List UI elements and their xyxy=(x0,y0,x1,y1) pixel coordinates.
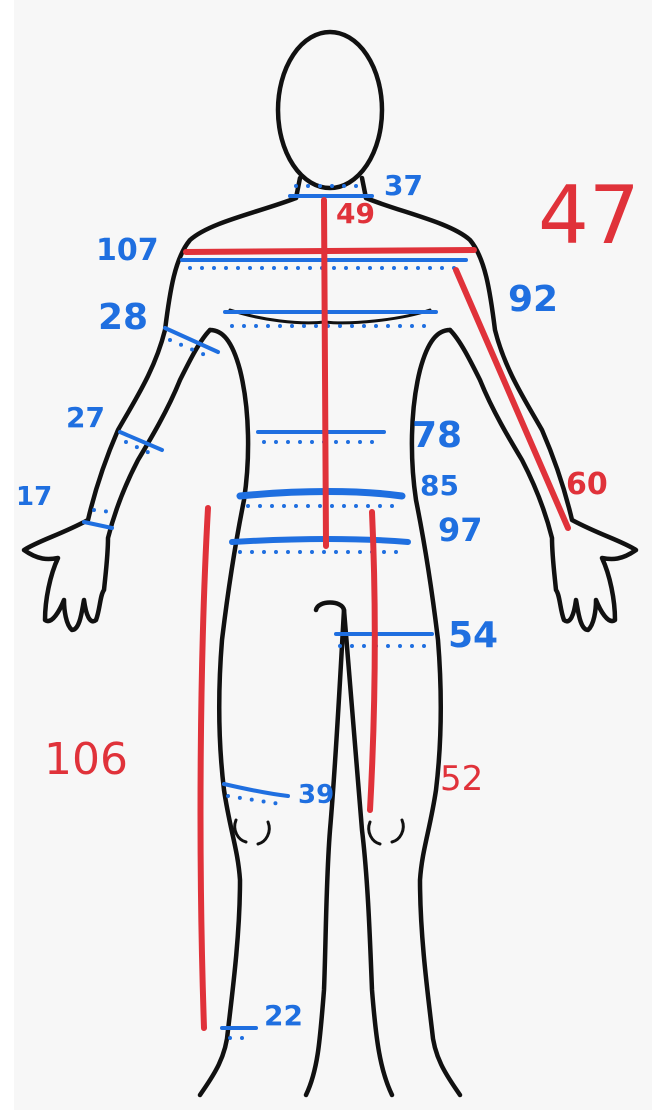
left-arm-outline xyxy=(21,195,299,633)
upper-arm-measure-dots xyxy=(168,338,214,360)
wrist-circumference-label: 17 xyxy=(16,482,53,512)
inner-leg-left-outline xyxy=(303,600,347,1098)
neck-to-waist-length-label: 49 xyxy=(336,197,375,230)
arm-length-line xyxy=(453,267,571,531)
shoulder-width-line xyxy=(183,247,477,255)
outseam-length-label: 106 xyxy=(44,734,128,785)
right-knee-mark xyxy=(390,818,405,844)
upper-arm-circumference-label: 28 xyxy=(98,297,149,338)
arm-circumference-label: 92 xyxy=(508,279,559,320)
ankle-circumference-label: 22 xyxy=(264,999,303,1032)
left-frame-edge xyxy=(0,0,14,1110)
head-outline xyxy=(275,29,385,191)
shoulder-circumference-label: 107 xyxy=(96,233,159,268)
neck-to-waist-line xyxy=(321,197,329,549)
arm-length-label: 60 xyxy=(566,467,608,502)
left-torso-leg-outline xyxy=(197,327,251,1098)
right-arm-outline xyxy=(363,195,639,633)
knee-measure-dots xyxy=(226,794,282,806)
inseam-length-label: 52 xyxy=(440,759,484,799)
neck-circumference-label: 37 xyxy=(384,169,423,202)
outseam-line xyxy=(197,505,211,1031)
right-knee-mark-2 xyxy=(367,820,382,846)
waist-circumference-label: 78 xyxy=(412,415,463,456)
upper-arm-measure-line xyxy=(163,326,220,354)
right-frame-edge xyxy=(652,0,666,1110)
forearm-circumference-label: 27 xyxy=(66,401,105,434)
left-knee-mark-2 xyxy=(256,820,271,846)
inseam-line xyxy=(367,509,378,813)
low-waist-measure-line xyxy=(236,488,406,500)
forearm-measure-line xyxy=(118,430,164,452)
left-knee-mark xyxy=(233,818,248,844)
top-right-length-label: 47 xyxy=(538,169,640,262)
hip-circumference-label: 97 xyxy=(438,511,483,549)
low-waist-circumference-label: 85 xyxy=(420,469,459,502)
thigh-circumference-label: 54 xyxy=(448,615,499,656)
right-torso-leg-outline xyxy=(409,327,463,1098)
wrist-measure-line xyxy=(82,520,114,530)
inner-leg-right-outline xyxy=(341,607,395,1098)
knee-circumference-label: 39 xyxy=(298,780,335,810)
knee-measure-line xyxy=(222,782,290,798)
hip-measure-line xyxy=(229,536,411,545)
wrist-measure-dots xyxy=(92,508,114,514)
